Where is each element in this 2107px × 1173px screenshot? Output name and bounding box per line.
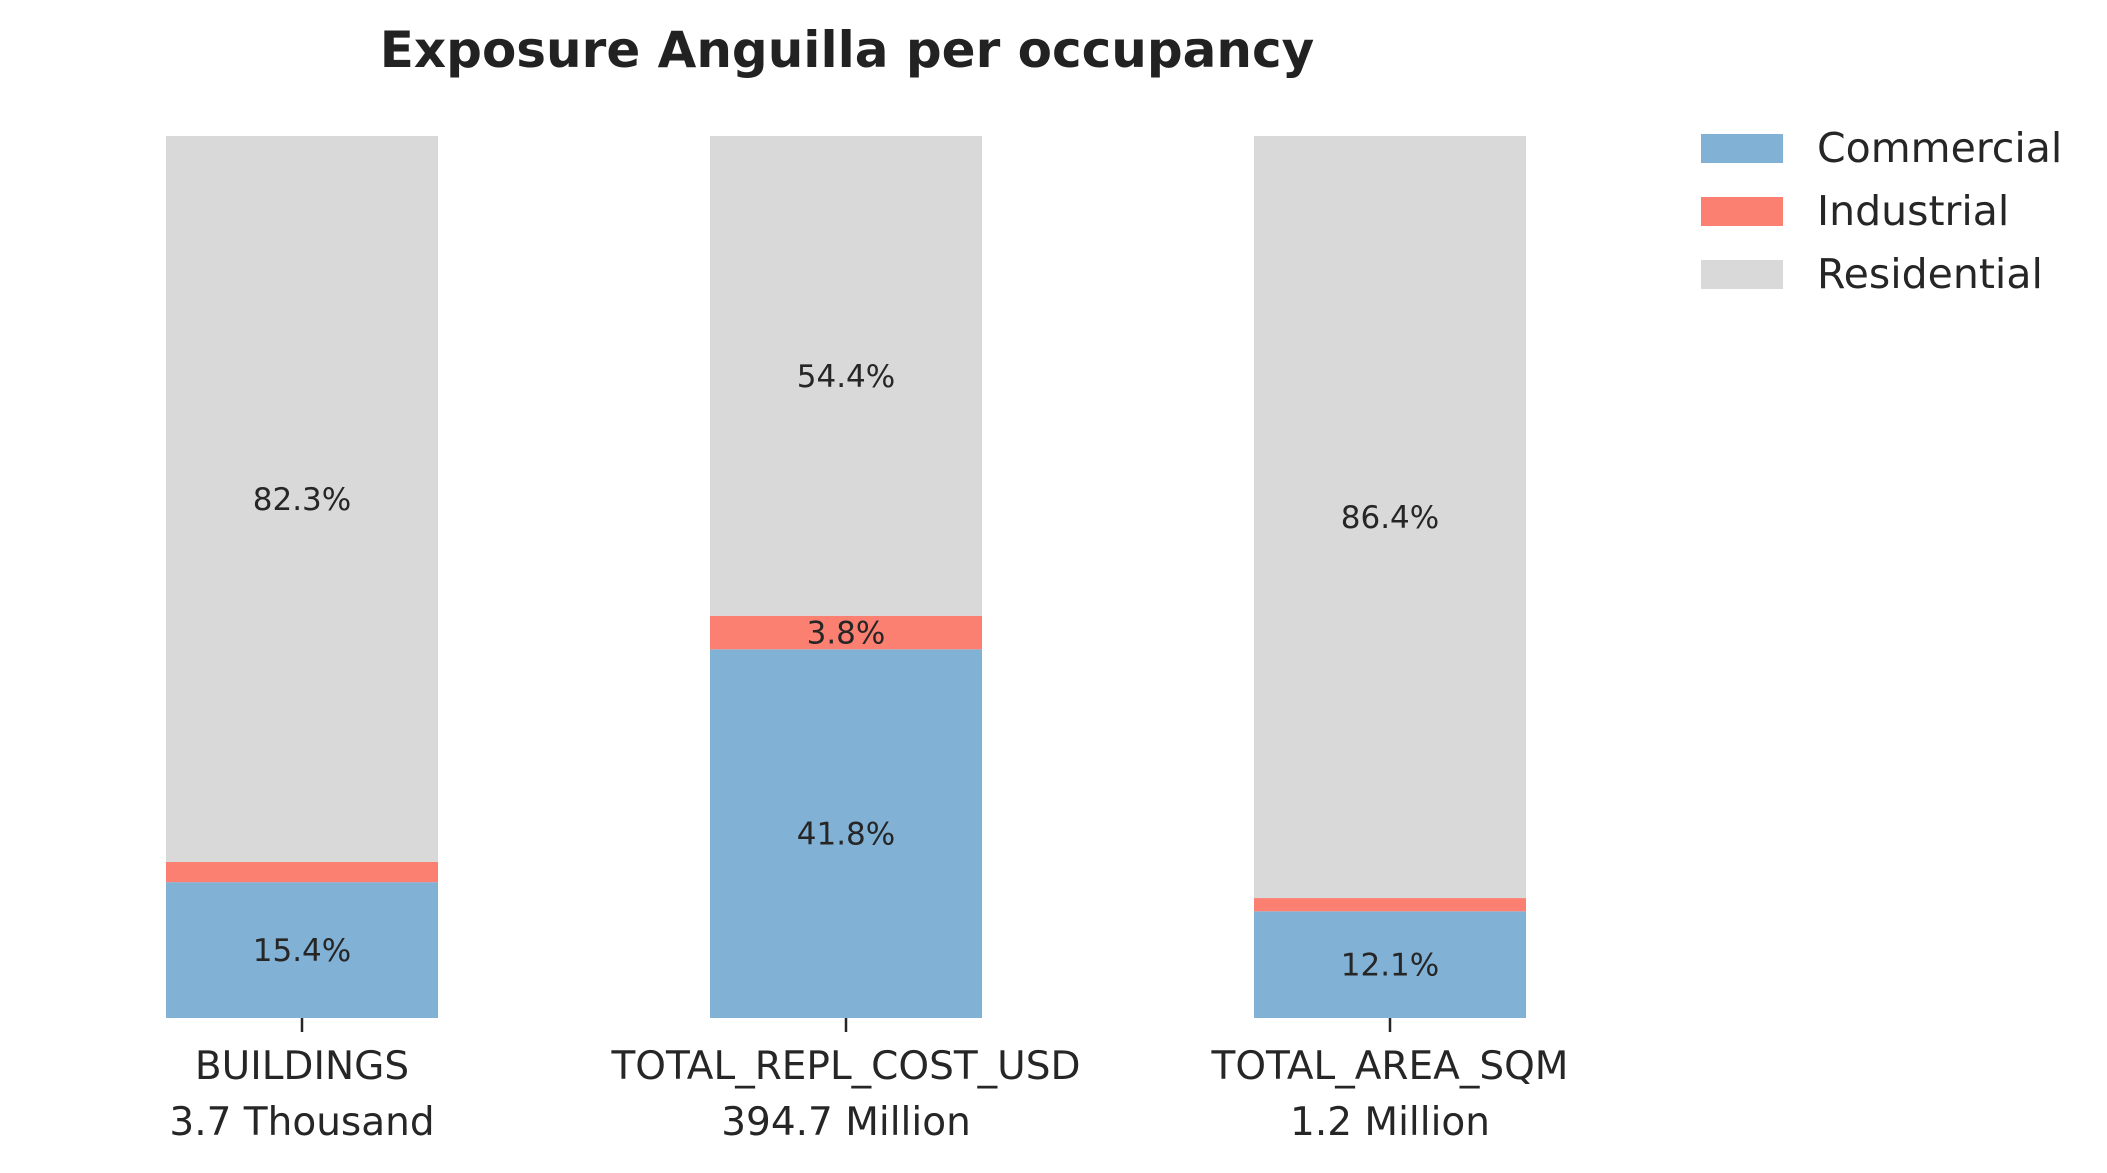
bar-segment-commercial-2 — [1254, 911, 1526, 1018]
bar-segment-residential-1 — [710, 136, 982, 616]
data-label-commercial-2: 12.1% — [1341, 948, 1439, 984]
legend-label-industrial: Industrial — [1817, 187, 2009, 235]
x-tick-total-0: 3.7 Thousand — [169, 1100, 434, 1145]
x-tick-label-1: TOTAL_REPL_COST_USD — [610, 1044, 1080, 1089]
x-tick-label-2: TOTAL_AREA_SQM — [1211, 1044, 1569, 1089]
data-label-commercial-1: 41.8% — [797, 817, 895, 853]
bar-segment-industrial-1 — [710, 615, 982, 650]
x-tick-label-0: BUILDINGS — [195, 1044, 409, 1089]
data-label-residential-2: 86.4% — [1341, 500, 1439, 536]
x-axis: BUILDINGS 3.7 Thousand TOTAL_REPL_COST_USD… — [169, 1018, 1568, 1145]
legend-label-commercial: Commercial — [1817, 124, 2062, 172]
legend-swatch-industrial — [1701, 197, 1783, 226]
bars-layer — [166, 136, 1526, 1018]
legend-label-residential: Residential — [1817, 250, 2043, 298]
bar-segment-industrial-2 — [1254, 898, 1526, 912]
bar-segment-residential-0 — [166, 136, 438, 862]
chart-title: Exposure Anguilla per occupancy — [380, 21, 1314, 79]
bar-segment-commercial-1 — [710, 649, 982, 1018]
data-label-industrial-1: 3.8% — [807, 616, 886, 652]
bar-segment-industrial-0 — [166, 861, 438, 883]
bar-segment-commercial-0 — [166, 882, 438, 1018]
legend-swatch-residential — [1701, 260, 1783, 289]
data-label-residential-0: 82.3% — [253, 482, 351, 518]
data-label-residential-1: 54.4% — [797, 359, 895, 395]
segment-labels-layer: 15.4% 82.3% 41.8% 3.8% 54.4% 12.1% 86.4% — [253, 359, 1439, 984]
data-label-commercial-0: 15.4% — [253, 933, 351, 969]
legend-swatch-commercial — [1701, 134, 1783, 163]
x-tick-total-1: 394.7 Million — [721, 1100, 971, 1145]
legend: Commercial Industrial Residential — [1701, 124, 2062, 298]
bar-segment-residential-2 — [1254, 136, 1526, 899]
x-tick-total-2: 1.2 Million — [1290, 1100, 1490, 1145]
